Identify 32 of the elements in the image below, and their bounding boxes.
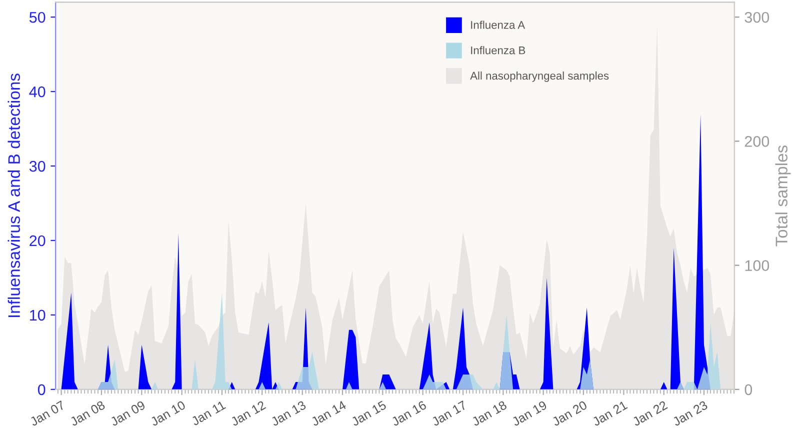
- x-tick-label: Jan 08: [69, 400, 106, 426]
- y-tick-label: 20: [30, 235, 46, 246]
- x-tick-label: Jan 18: [471, 400, 508, 426]
- y2-tick-label: 100: [745, 260, 770, 271]
- x-tick-label: Jan 10: [150, 400, 186, 426]
- y2-tick-label: 300: [744, 12, 770, 23]
- x-tick-label: Jan 11: [190, 400, 226, 426]
- x-tick-label: Jan 19: [511, 400, 548, 426]
- x-tick-label: Jan 22: [632, 400, 668, 426]
- x-tick-label: Jan 15: [350, 400, 387, 426]
- y2-tick-label: 200: [744, 136, 770, 147]
- x-tick-label: Jan 20: [551, 400, 588, 426]
- legend-label: Influenza A: [471, 20, 526, 29]
- x-tick-label: Jan 21: [592, 400, 628, 426]
- y-tick-label: 0: [38, 384, 46, 396]
- y-tick-label: 40: [29, 86, 46, 98]
- y2-axis-title: Total samples: [775, 145, 791, 246]
- y2-tick-label: 0: [744, 384, 752, 396]
- x-tick-label: Jan 17: [430, 400, 468, 426]
- x-tick-label: Jan 07: [29, 400, 66, 426]
- x-tick-label: Jan 09: [110, 400, 146, 426]
- y-tick-label: 10: [30, 310, 46, 321]
- x-tick-label: Jan 14: [310, 400, 347, 426]
- x-tick-label: Jan 23: [672, 400, 708, 426]
- x-tick-label: Jan 12: [230, 400, 266, 426]
- legend-label: Influenza B: [471, 46, 526, 54]
- y-tick-label: 30: [29, 160, 46, 172]
- y-axis-title: Influensavirus A and B detections: [8, 74, 20, 318]
- x-tick-label: Jan 13: [270, 400, 306, 426]
- legend-label: All nasopharyngeal samples: [470, 72, 609, 82]
- x-tick-label: Jan 16: [390, 400, 427, 426]
- y-tick-label: 50: [29, 12, 46, 23]
